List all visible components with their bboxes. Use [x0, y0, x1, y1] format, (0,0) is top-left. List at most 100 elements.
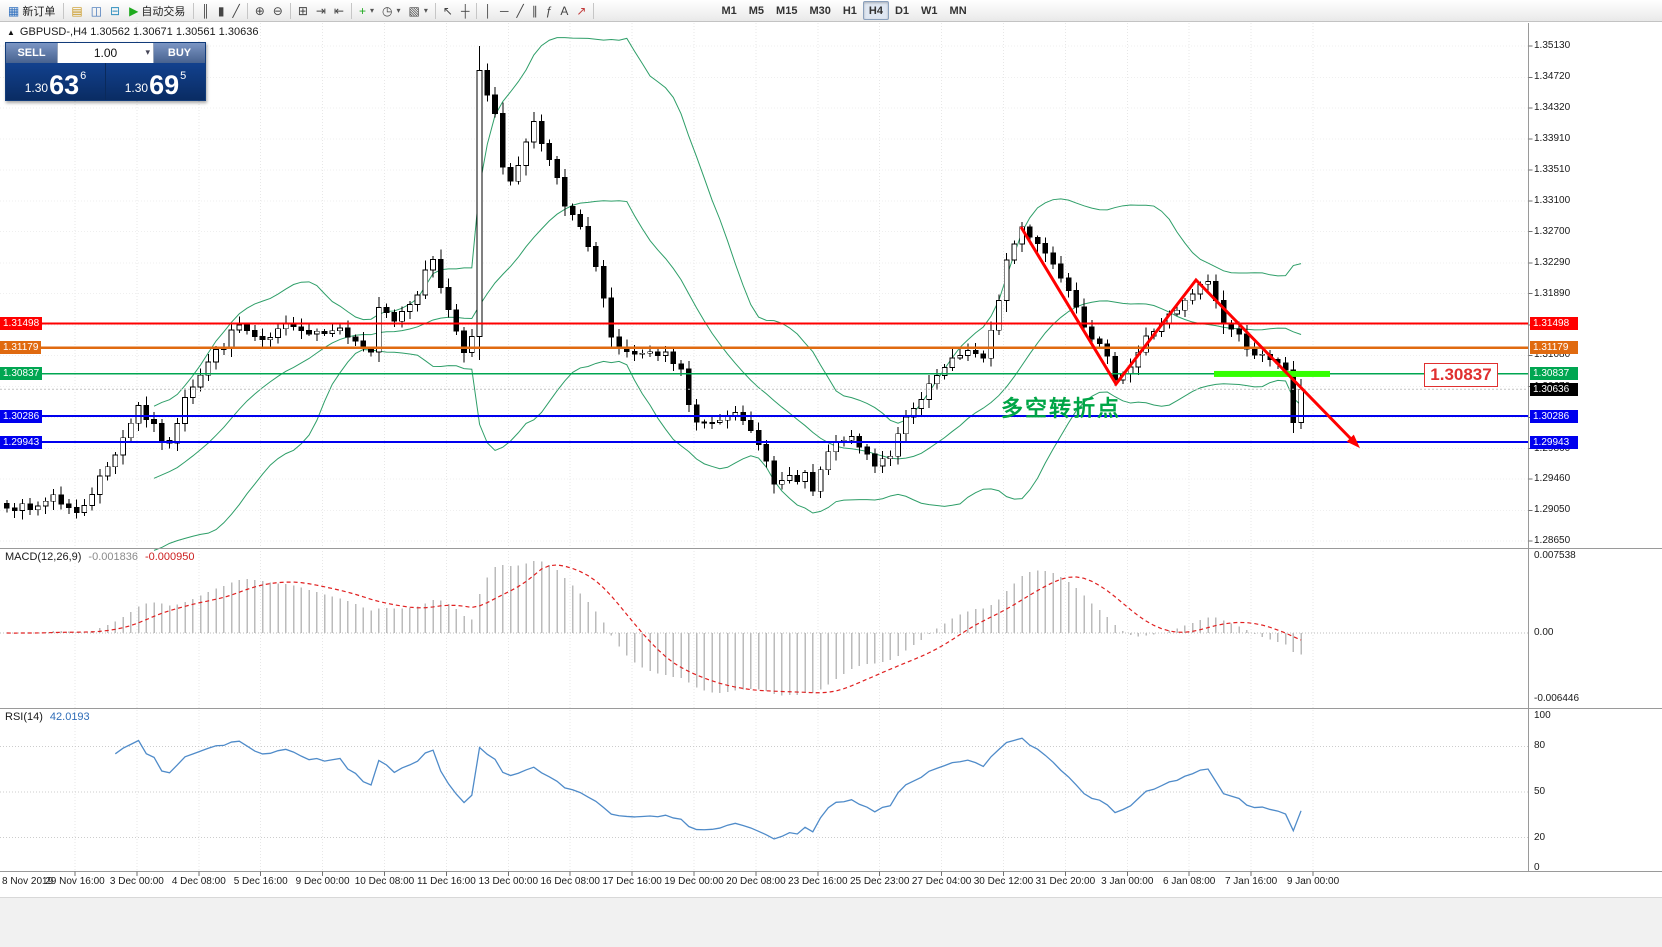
price-line-tag-left: 1.31179	[0, 341, 42, 355]
trendline-icon[interactable]: ╱	[512, 1, 527, 20]
crosshair-icon: ┼	[460, 3, 470, 18]
timeframe-w1-button[interactable]: W1	[915, 1, 944, 20]
buy-price[interactable]: 1.30 69 5	[105, 63, 205, 100]
sell-price-sup: 6	[80, 70, 87, 82]
time-axis-label: 8 Nov 2019	[2, 876, 54, 887]
sell-price-prefix: 1.30	[24, 81, 49, 95]
toolbar-separator	[63, 2, 65, 19]
periods-button[interactable]: ◷ ▾	[378, 1, 405, 20]
timeframe-m5-button-label: M5	[748, 4, 765, 17]
candlestick-chart-icon: ▮	[217, 3, 225, 18]
time-axis-label: 30 Dec 12:00	[973, 876, 1034, 887]
bar-chart-icon: ║	[201, 3, 210, 18]
time-axis-label: 7 Jan 16:00	[1224, 876, 1278, 887]
zoom-in-icon[interactable]: ⊕	[251, 1, 269, 20]
time-axis-label: 3 Jan 00:00	[1101, 876, 1154, 887]
new-order-button[interactable]: ▦ 新订单	[3, 1, 60, 20]
macd-signal-line	[6, 564, 1302, 694]
symbol-ohlc-text: GBPUSD-,H4 1.30562 1.30671 1.30561 1.306…	[19, 26, 259, 38]
indicators-button[interactable]: + ▾	[355, 1, 378, 20]
price-axis-label: 1.31080	[1534, 349, 1571, 361]
time-axis-label: 9 Dec 00:00	[295, 876, 350, 887]
arrow-tools-icon: ↗	[576, 3, 587, 18]
horizontal-line-icon: ─	[499, 3, 509, 18]
chart-ohlc-line: ▲ GBPUSD-,H4 1.30562 1.30671 1.30561 1.3…	[7, 26, 258, 38]
turning-point-annotation[interactable]: 多空转折点	[1001, 396, 1122, 421]
line-chart-icon: ╱	[232, 3, 240, 18]
trend-arrow-head	[1346, 434, 1360, 449]
navigator-icon: ⊟	[110, 3, 121, 18]
timeframe-h4-button[interactable]: H4	[862, 1, 889, 20]
tile-windows-icon[interactable]: ⊞	[294, 1, 312, 20]
templates-icon: ▧	[408, 3, 420, 18]
price-axis-label: 1.29460	[1534, 473, 1571, 485]
auto-trading-button[interactable]: ▶ 自动交易	[124, 1, 190, 20]
auto-scroll-icon: ⇥	[315, 3, 326, 18]
chart-shift-icon: ⇤	[333, 3, 344, 18]
crosshair-icon[interactable]: ┼	[457, 1, 474, 20]
candlestick-chart-icon[interactable]: ▮	[214, 1, 229, 20]
cursor-icon[interactable]: ↖	[439, 1, 457, 20]
time-axis-label: 25 Dec 23:00	[849, 876, 910, 887]
price-callout-label[interactable]: 1.30837	[1424, 363, 1498, 387]
zoom-out-icon: ⊖	[272, 3, 283, 18]
timeframe-h4-button-label: H4	[868, 4, 883, 17]
price-axis-label: 1.33100	[1534, 195, 1571, 207]
new-order-button-label: 新订单	[22, 5, 56, 18]
auto-trading-button-label: 自动交易	[141, 5, 186, 18]
rsi-line	[114, 737, 1302, 840]
rsi-axis-label: 20	[1534, 831, 1546, 843]
price-line-tag: 1.30286	[1530, 409, 1578, 423]
highlight-segment[interactable]	[1214, 370, 1330, 377]
rsi-indicator-label: RSI(14) 42.0193	[5, 711, 90, 723]
price-axis-label: 1.35130	[1534, 40, 1571, 51]
zoom-out-icon[interactable]: ⊖	[269, 1, 287, 20]
data-window-icon[interactable]: ◫	[87, 1, 106, 20]
timeframe-mn-button[interactable]: MN	[944, 1, 973, 20]
bollinger-upper-band	[153, 37, 1302, 424]
timeframe-m1-button[interactable]: M1	[715, 1, 742, 20]
price-line-tag: 1.31498	[1530, 316, 1578, 330]
auto-scroll-icon[interactable]: ⇥	[312, 1, 330, 20]
timeframe-h1-button[interactable]: H1	[837, 1, 863, 20]
market-watch-icon[interactable]: ▤	[67, 1, 86, 20]
time-axis-label: 11 Dec 16:00	[417, 876, 476, 887]
periods-icon: ◷	[382, 3, 393, 18]
rsi-axis-label: 80	[1534, 740, 1546, 752]
bottom-strip	[0, 897, 1662, 947]
arrow-tools-icon[interactable]: ↗	[572, 1, 590, 20]
sell-button[interactable]: SELL	[6, 43, 57, 63]
price-line-tag-left: 1.30286	[0, 409, 43, 423]
price-axis-label: 1.32700	[1534, 225, 1571, 237]
buy-price-big: 69	[149, 70, 180, 101]
timeframe-m30-button[interactable]: M30	[803, 1, 836, 20]
timeframe-mn-button-label: MN	[949, 4, 967, 17]
templates-button[interactable]: ▧ ▾	[405, 1, 432, 20]
equidistant-channel-icon[interactable]: ∥	[528, 1, 542, 20]
vertical-line-icon[interactable]: │	[480, 1, 496, 20]
timeframe-m15-button[interactable]: M15	[770, 1, 803, 20]
chart-shift-icon[interactable]: ⇤	[330, 1, 348, 20]
buy-button[interactable]: BUY	[154, 43, 205, 63]
line-chart-icon[interactable]: ╱	[228, 1, 243, 20]
volume-input[interactable]: 1.00 ▾	[57, 43, 154, 63]
text-label-icon[interactable]: A	[556, 1, 572, 20]
data-window-icon: ◫	[90, 3, 103, 18]
volume-dropdown-icon[interactable]: ▾	[145, 47, 150, 57]
macd-axis-label: 0.00	[1534, 627, 1554, 638]
price-line-tag-left: 1.31498	[0, 316, 43, 330]
horizontal-line-icon[interactable]: ─	[496, 1, 513, 20]
time-axis-label: 6 Jan 08:00	[1163, 876, 1216, 887]
fibonacci-icon[interactable]: ƒ	[542, 1, 557, 20]
bar-chart-icon[interactable]: ║	[197, 1, 214, 20]
sell-price[interactable]: 1.30 63 6	[6, 63, 105, 100]
timeframe-m5-button[interactable]: M5	[743, 1, 770, 20]
bollinger-middle-band	[153, 200, 1302, 479]
trend-arrow[interactable]	[1019, 226, 1355, 443]
timeframe-d1-button[interactable]: D1	[889, 1, 915, 20]
time-axis-label: 29 Nov 16:00	[45, 876, 105, 887]
navigator-icon[interactable]: ⊟	[106, 1, 124, 20]
buy-price-prefix: 1.30	[124, 81, 149, 95]
macd-value-main: -0.001836	[88, 551, 138, 563]
